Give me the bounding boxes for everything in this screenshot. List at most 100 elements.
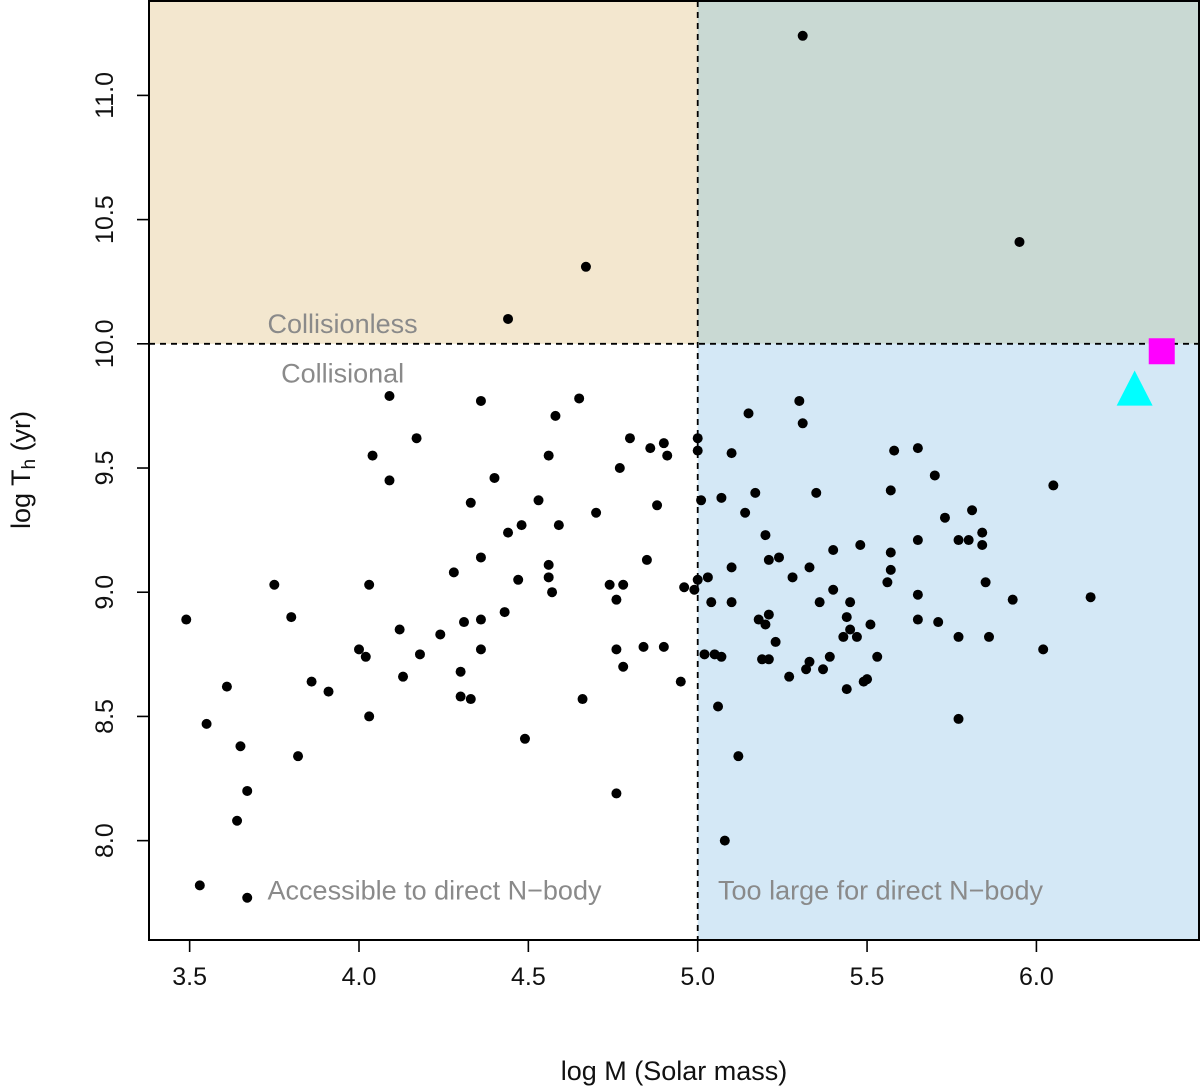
x-tick-label: 6.0 bbox=[1019, 963, 1054, 991]
data-point bbox=[838, 631, 849, 642]
data-point bbox=[455, 691, 466, 702]
data-point bbox=[475, 552, 486, 563]
data-point bbox=[232, 815, 243, 826]
data-point bbox=[1048, 480, 1059, 491]
data-point bbox=[912, 535, 923, 546]
data-point bbox=[614, 463, 625, 474]
data-point bbox=[784, 671, 795, 682]
data-point bbox=[855, 540, 866, 551]
x-tick-label: 4.5 bbox=[511, 963, 546, 991]
data-point bbox=[499, 607, 510, 618]
data-point bbox=[763, 554, 774, 565]
data-point bbox=[624, 433, 635, 444]
threshold-lines bbox=[149, 1, 1199, 940]
data-point bbox=[293, 751, 304, 762]
data-point bbox=[912, 443, 923, 454]
region-collisional-high-mass bbox=[697, 343, 1199, 940]
data-point bbox=[503, 527, 514, 538]
data-point bbox=[824, 651, 835, 662]
data-point bbox=[1014, 236, 1025, 247]
data-point bbox=[465, 694, 476, 705]
data-point bbox=[618, 661, 629, 672]
data-point bbox=[706, 597, 717, 608]
data-point bbox=[604, 579, 615, 590]
data-point bbox=[384, 475, 395, 486]
data-point bbox=[286, 612, 297, 623]
data-point bbox=[692, 433, 703, 444]
data-point bbox=[611, 644, 622, 655]
data-point bbox=[801, 664, 812, 675]
data-point bbox=[618, 579, 629, 590]
data-point bbox=[645, 443, 656, 454]
data-point bbox=[591, 507, 602, 518]
data-point bbox=[726, 448, 737, 459]
data-point bbox=[658, 641, 669, 652]
data-point bbox=[743, 408, 754, 419]
data-point bbox=[967, 505, 978, 516]
data-point bbox=[814, 597, 825, 608]
data-point bbox=[414, 649, 425, 660]
y-tick-label: 10.5 bbox=[91, 195, 119, 244]
data-point bbox=[953, 713, 964, 724]
data-point bbox=[354, 644, 364, 655]
data-point bbox=[1007, 594, 1018, 605]
y-tick-label: 10.0 bbox=[91, 319, 119, 368]
data-point bbox=[455, 666, 466, 677]
data-point bbox=[692, 574, 703, 585]
data-point bbox=[611, 594, 622, 605]
data-point bbox=[702, 572, 713, 583]
data-point bbox=[638, 641, 649, 652]
y-axis-title-unit: (yr) bbox=[6, 411, 36, 459]
data-point bbox=[804, 656, 815, 667]
data-point bbox=[953, 535, 964, 546]
data-point bbox=[652, 500, 663, 511]
data-point bbox=[885, 485, 896, 496]
data-point bbox=[543, 572, 554, 583]
data-point bbox=[929, 470, 940, 481]
data-point bbox=[716, 651, 727, 662]
data-point bbox=[547, 587, 558, 598]
y-tick-label: 9.5 bbox=[91, 451, 119, 486]
region-shading bbox=[149, 1, 1199, 940]
data-point bbox=[242, 785, 253, 796]
data-point bbox=[912, 589, 923, 600]
data-point bbox=[194, 880, 205, 891]
data-point bbox=[448, 567, 459, 578]
data-point bbox=[980, 577, 991, 588]
y-axis-title-main: log T bbox=[6, 470, 36, 530]
data-point bbox=[543, 559, 554, 570]
data-point bbox=[699, 649, 710, 660]
data-point bbox=[770, 636, 781, 647]
data-point bbox=[465, 497, 476, 508]
region-label: Too large for direct N−body bbox=[718, 875, 1043, 905]
data-point bbox=[750, 487, 761, 498]
data-point bbox=[774, 552, 784, 563]
data-point bbox=[872, 651, 883, 662]
data-point bbox=[201, 718, 212, 729]
data-point bbox=[851, 631, 862, 642]
data-point bbox=[953, 631, 964, 642]
data-point bbox=[716, 492, 727, 503]
data-point bbox=[459, 617, 469, 628]
region-labels: Collisionless Collisional Accessible to di… bbox=[268, 309, 1044, 905]
data-point bbox=[475, 644, 486, 655]
y-tick-label: 11.0 bbox=[91, 72, 119, 119]
data-point bbox=[367, 450, 378, 461]
data-point bbox=[760, 619, 771, 630]
data-point bbox=[692, 445, 703, 456]
data-point bbox=[364, 579, 375, 590]
data-point bbox=[740, 507, 751, 518]
data-point bbox=[885, 547, 896, 558]
data-point bbox=[519, 733, 530, 744]
y-tick-label: 8.5 bbox=[91, 699, 119, 734]
data-point bbox=[323, 686, 334, 697]
data-point bbox=[882, 577, 893, 588]
data-point bbox=[475, 614, 486, 625]
data-point bbox=[885, 564, 896, 575]
data-point bbox=[841, 684, 852, 695]
data-point bbox=[489, 472, 500, 483]
data-point bbox=[641, 554, 652, 565]
x-axis-title: log M (Solar mass) bbox=[561, 1056, 788, 1086]
data-point bbox=[306, 676, 317, 687]
